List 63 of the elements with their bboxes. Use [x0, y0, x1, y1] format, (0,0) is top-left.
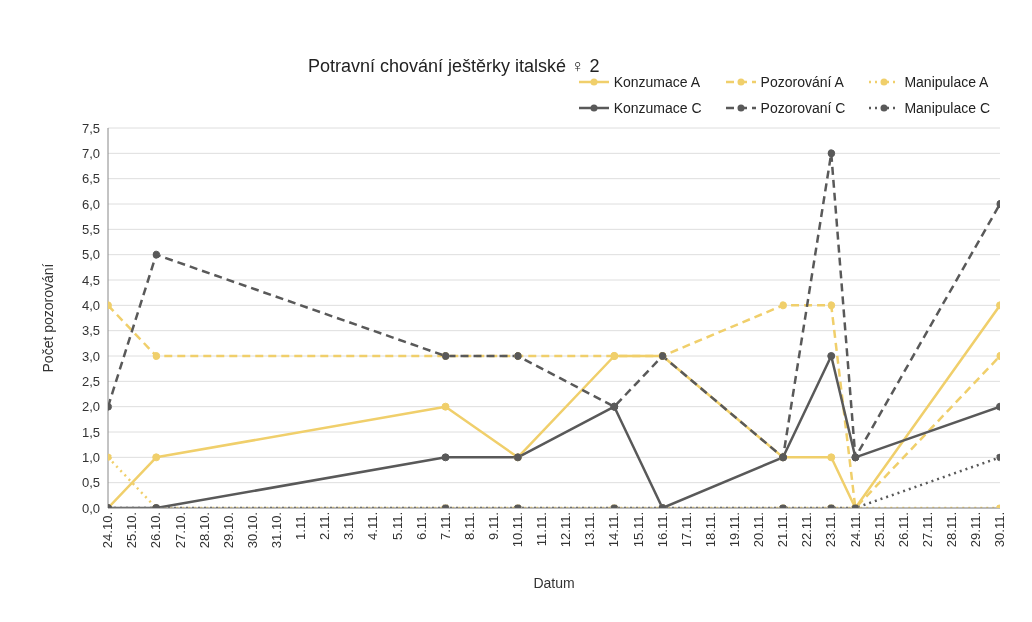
x-tick-label: 24.10.	[100, 512, 116, 549]
x-tick-label: 6.11.	[413, 512, 429, 540]
x-tick-label: 30.10.	[244, 512, 260, 549]
x-tick-label: 11.11.	[534, 512, 550, 547]
x-tick-label: 18.11.	[702, 512, 718, 548]
x-tick-label: 12.11.	[558, 512, 574, 548]
x-tick-label: 16.11.	[654, 512, 670, 548]
x-tick-label: 27.11.	[919, 512, 935, 548]
x-tick-label: 5.11.	[389, 512, 405, 540]
legend-label: Pozorování A	[760, 74, 844, 90]
chart-title: Potravní chování ještěrky italské ♀ 2	[308, 56, 600, 77]
x-tick-label: 3.11.	[341, 512, 357, 540]
x-tick-label: 24.11.	[847, 512, 863, 548]
x-tick-label: 14.11.	[606, 512, 622, 548]
x-tick-label: 2.11.	[317, 512, 333, 540]
x-tick-label: 21.11.	[775, 512, 791, 548]
x-tick-label: 26.11.	[895, 512, 911, 548]
x-axis-title: Datum	[533, 575, 575, 591]
legend-label: Pozorovaní C	[760, 100, 846, 116]
x-tick-label: 19.11.	[727, 512, 743, 548]
y-tick-label: 4,5	[81, 272, 100, 288]
y-tick-label: 2,5	[81, 373, 100, 389]
x-tick-label: 29.10.	[220, 512, 236, 549]
y-axis-title: Počet pozorování	[39, 263, 56, 373]
y-tick-label: 6,5	[81, 171, 100, 187]
x-tick-label: 4.11.	[365, 512, 381, 540]
x-tick-label: 31.10.	[268, 512, 284, 549]
x-tick-label: 29.11.	[968, 512, 984, 548]
x-tick-label: 23.11.	[823, 512, 839, 548]
x-tick-label: 10.11.	[510, 512, 526, 548]
y-tick-label: 2,0	[81, 399, 100, 415]
y-tick-label: 7,0	[81, 145, 100, 161]
x-tick-label: 27.10.	[172, 512, 188, 549]
x-tick-label: 7.11.	[437, 512, 453, 540]
y-tick-label: 4,0	[81, 297, 100, 313]
x-tick-label: 22.11.	[799, 512, 815, 548]
x-tick-label: 13.11.	[582, 512, 598, 548]
x-tick-label: 15.11.	[630, 512, 646, 548]
y-tick-label: 0,0	[81, 500, 100, 516]
y-tick-label: 5,0	[81, 247, 100, 263]
legend-label: Manipulace C	[904, 100, 990, 116]
legend-label: Konzumace C	[613, 100, 702, 116]
x-tick-label: 17.11.	[678, 512, 694, 548]
y-tick-label: 7,5	[81, 120, 100, 136]
y-tick-label: 6,0	[81, 196, 100, 212]
x-tick-label: 20.11.	[751, 512, 767, 548]
legend-label: Manipulace A	[904, 74, 989, 90]
legend-label: Konzumace A	[613, 74, 701, 90]
x-tick-label: 26.10.	[148, 512, 164, 549]
y-tick-label: 3,0	[81, 348, 100, 364]
x-tick-label: 9.11.	[485, 512, 501, 540]
x-tick-label: 28.11.	[944, 512, 960, 548]
x-tick-label: 1.11.	[293, 512, 309, 540]
y-tick-label: 0,5	[81, 475, 100, 491]
x-tick-label: 8.11.	[461, 512, 477, 540]
y-tick-label: 3,5	[81, 323, 100, 339]
x-tick-label: 30.11.	[992, 512, 1008, 548]
x-tick-label: 25.11.	[871, 512, 887, 548]
y-tick-label: 1,0	[81, 449, 100, 465]
x-tick-label: 25.10.	[124, 512, 140, 549]
x-tick-label: 28.10.	[196, 512, 212, 549]
y-tick-label: 5,5	[81, 221, 100, 237]
y-tick-label: 1,5	[81, 424, 100, 440]
